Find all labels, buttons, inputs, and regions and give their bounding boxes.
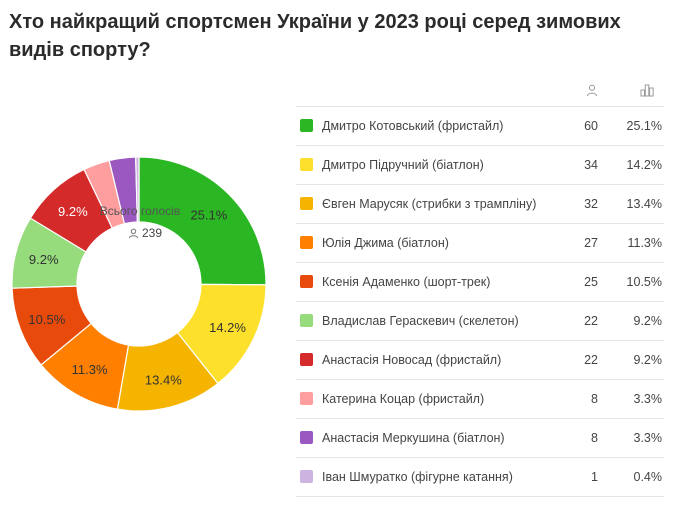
table-row: Євген Марусяк (стрибки з трампліну) 32 13.… xyxy=(296,185,664,224)
candidate-name: Катерина Коцар (фристайл) xyxy=(322,392,485,406)
table-row: Іван Шмуратко (фігурне катання) 1 0.4% xyxy=(296,458,664,497)
vote-count: 8 xyxy=(591,392,598,406)
vote-percent: 0.4% xyxy=(633,470,663,484)
legend-swatch xyxy=(300,431,313,444)
candidate-name: Дмитро Підручний (біатлон) xyxy=(322,158,484,172)
vote-percent: 25.1% xyxy=(626,119,662,133)
legend-swatch xyxy=(300,197,313,210)
donut-slice xyxy=(135,156,140,223)
legend-swatch xyxy=(300,470,313,483)
slice-label: 14.2% xyxy=(209,320,246,335)
vote-count: 34 xyxy=(584,158,598,172)
candidate-name: Іван Шмуратко (фігурне катання) xyxy=(322,470,513,484)
candidate-name: Анастасія Новосад (фристайл) xyxy=(322,353,502,367)
vote-count: 8 xyxy=(591,431,598,445)
table-row: Ксенія Адаменко (шорт-трек) 25 10.5% xyxy=(296,263,664,302)
vote-percent: 9.2% xyxy=(633,353,663,367)
candidate-name: Євген Марусяк (стрибки з трампліну) xyxy=(322,197,537,211)
vote-count: 60 xyxy=(584,119,598,133)
total-votes-label: Всього голосів xyxy=(99,204,181,218)
results-table: Дмитро Котовський (фристайл) 60 25.1% Дмитр… xyxy=(296,76,664,497)
page-title: Хто найкращий спортсмен України у 2023 р… xyxy=(9,11,621,61)
table-row: Владислав Гераскевич (скелетон) 22 9.2% xyxy=(296,302,664,341)
total-votes-value: 239 xyxy=(141,226,163,240)
table-row: Анастасія Новосад (фристайл) 22 9.2% xyxy=(296,341,664,380)
candidate-name: Юлія Джима (біатлон) xyxy=(322,236,449,250)
person-icon xyxy=(128,228,139,238)
table-row: Дмитро Котовський (фристайл) 60 25.1% xyxy=(296,107,664,146)
table-row: Катерина Коцар (фристайл) 8 3.3% xyxy=(296,380,664,419)
donut-chart: 25.1% 14.2% 13.4% 11.3% 10.5% 9.2% 9.2% xyxy=(11,156,267,412)
slice-label: 9.2% xyxy=(58,204,88,219)
vote-count: 1 xyxy=(591,470,598,484)
vote-count: 22 xyxy=(584,353,598,367)
slice-label: 25.1% xyxy=(190,208,227,223)
table-row: Юлія Джима (біатлон) 27 11.3% xyxy=(296,224,664,263)
table-row: Дмитро Підручний (біатлон) 34 14.2% xyxy=(296,146,664,185)
table-header xyxy=(296,76,664,107)
vote-count: 22 xyxy=(584,314,598,328)
slice-label: 13.4% xyxy=(145,372,182,387)
bar-chart-icon xyxy=(640,84,654,97)
vote-percent: 3.3% xyxy=(633,392,663,406)
legend-swatch xyxy=(300,119,313,132)
vote-percent: 9.2% xyxy=(633,314,663,328)
legend-swatch xyxy=(300,353,313,366)
vote-percent: 10.5% xyxy=(626,275,662,289)
legend-swatch xyxy=(300,236,313,249)
vote-percent: 14.2% xyxy=(626,158,662,172)
candidate-name: Дмитро Котовський (фристайл) xyxy=(322,119,504,133)
vote-percent: 11.3% xyxy=(627,236,662,250)
person-icon xyxy=(587,84,597,97)
candidate-name: Ксенія Адаменко (шорт-трек) xyxy=(322,275,491,289)
candidate-name: Анастасія Меркушина (біатлон) xyxy=(322,431,505,445)
candidate-name: Владислав Гераскевич (скелетон) xyxy=(322,314,519,328)
table-row: Анастасія Меркушина (біатлон) 8 3.3% xyxy=(296,419,664,458)
legend-swatch xyxy=(300,392,313,405)
vote-count: 32 xyxy=(584,197,598,211)
legend-swatch xyxy=(300,275,313,288)
vote-count: 27 xyxy=(584,236,598,250)
donut-slice xyxy=(138,156,267,286)
legend-swatch xyxy=(300,158,313,171)
slice-label: 11.3% xyxy=(72,362,108,377)
slice-label: 10.5% xyxy=(28,312,65,327)
total-votes: 239 xyxy=(110,226,180,240)
slice-label: 9.2% xyxy=(29,252,59,267)
vote-percent: 13.4% xyxy=(626,197,662,211)
vote-percent: 3.3% xyxy=(633,431,663,445)
vote-count: 25 xyxy=(584,275,598,289)
legend-swatch xyxy=(300,314,313,327)
